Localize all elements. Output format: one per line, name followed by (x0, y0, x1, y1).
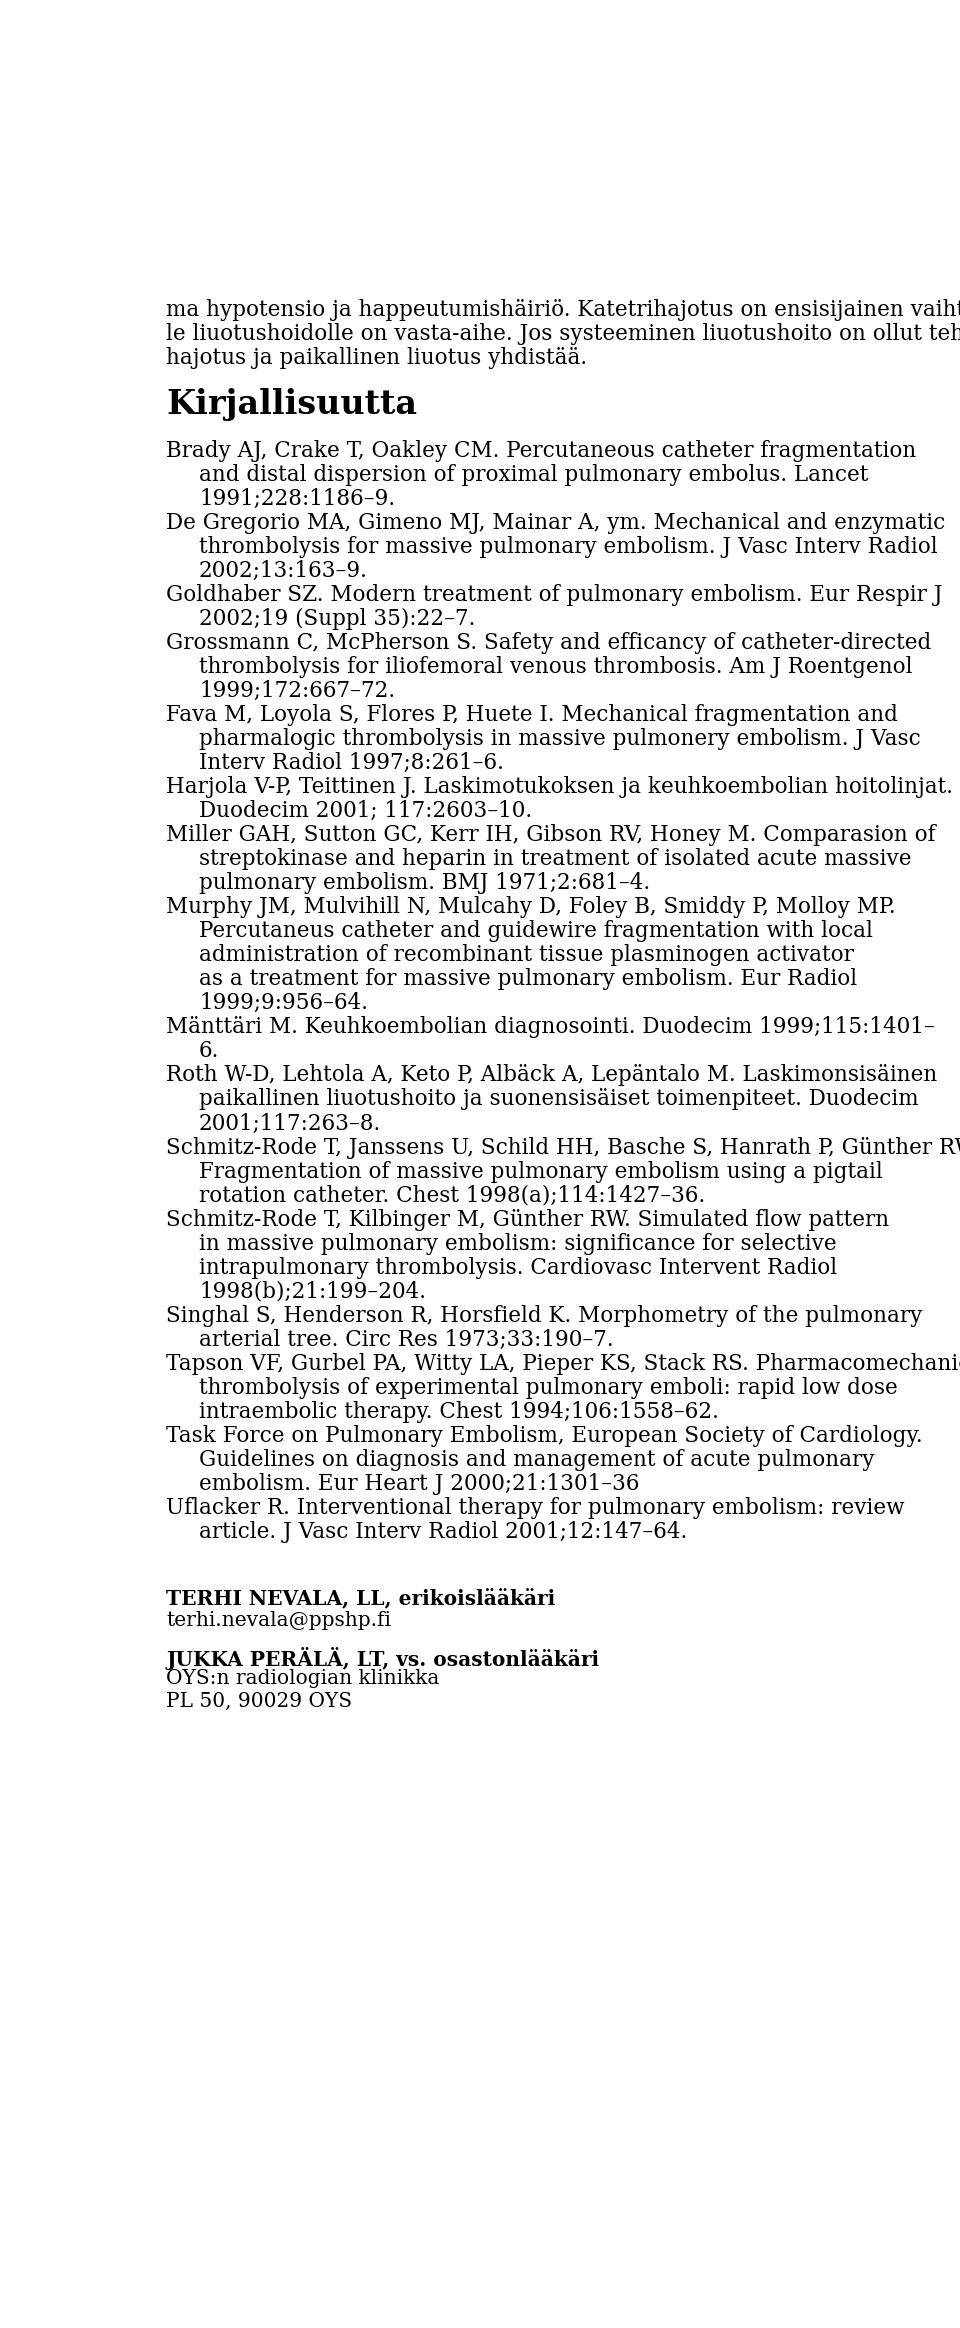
Text: Grossmann C, McPherson S. Safety and efficancy of catheter-directed: Grossmann C, McPherson S. Safety and eff… (166, 631, 932, 654)
Text: administration of recombinant tissue plasminogen activator: administration of recombinant tissue pla… (199, 945, 854, 966)
Text: OYS:n radiologian klinikka: OYS:n radiologian klinikka (166, 1669, 440, 1688)
Text: TERHI NEVALA, LL, erikoislääkäri: TERHI NEVALA, LL, erikoislääkäri (166, 1588, 556, 1609)
Text: Schmitz-Rode T, Kilbinger M, Günther RW. Simulated flow pattern: Schmitz-Rode T, Kilbinger M, Günther RW.… (166, 1208, 890, 1232)
Text: terhi.nevala@ppshp.fi: terhi.nevala@ppshp.fi (166, 1611, 392, 1630)
Text: Singhal S, Henderson R, Horsfield K. Morphometry of the pulmonary: Singhal S, Henderson R, Horsfield K. Mor… (166, 1304, 923, 1327)
Text: Schmitz-Rode T, Janssens U, Schild HH, Basche S, Hanrath P, Günther RW.: Schmitz-Rode T, Janssens U, Schild HH, B… (166, 1136, 960, 1159)
Text: 2002;13:163–9.: 2002;13:163–9. (199, 559, 368, 582)
Text: JUKKA PERÄLÄ, LT, vs. osastonlääkäri: JUKKA PERÄLÄ, LT, vs. osastonlääkäri (166, 1646, 600, 1669)
Text: Roth W-D, Lehtola A, Keto P, Albäck A, Lepäntalo M. Laskimonsisäinen: Roth W-D, Lehtola A, Keto P, Albäck A, L… (166, 1064, 938, 1087)
Text: Fava M, Loyola S, Flores P, Huete I. Mechanical fragmentation and: Fava M, Loyola S, Flores P, Huete I. Mec… (166, 703, 899, 726)
Text: arterial tree. Circ Res 1973;33:190–7.: arterial tree. Circ Res 1973;33:190–7. (199, 1329, 613, 1350)
Text: in massive pulmonary embolism: significance for selective: in massive pulmonary embolism: significa… (199, 1234, 837, 1255)
Text: Murphy JM, Mulvihill N, Mulcahy D, Foley B, Smiddy P, Molloy MP.: Murphy JM, Mulvihill N, Mulcahy D, Foley… (166, 896, 896, 917)
Text: pulmonary embolism. BMJ 1971;2:681–4.: pulmonary embolism. BMJ 1971;2:681–4. (199, 873, 650, 894)
Text: Brady AJ, Crake T, Oakley CM. Percutaneous catheter fragmentation: Brady AJ, Crake T, Oakley CM. Percutaneo… (166, 440, 917, 461)
Text: intraembolic therapy. Chest 1994;106:1558–62.: intraembolic therapy. Chest 1994;106:155… (199, 1401, 719, 1422)
Text: paikallinen liuotushoito ja suonensisäiset toimenpiteet. Duodecim: paikallinen liuotushoito ja suonensisäis… (199, 1090, 919, 1110)
Text: embolism. Eur Heart J 2000;21:1301–36: embolism. Eur Heart J 2000;21:1301–36 (199, 1474, 639, 1495)
Text: le liuotushoidolle on vasta-aihe. Jos systeeminen liuotushoito on ollut tehoton,: le liuotushoidolle on vasta-aihe. Jos sy… (166, 324, 960, 345)
Text: Duodecim 2001; 117:2603–10.: Duodecim 2001; 117:2603–10. (199, 801, 532, 822)
Text: De Gregorio MA, Gimeno MJ, Mainar A, ym. Mechanical and enzymatic: De Gregorio MA, Gimeno MJ, Mainar A, ym.… (166, 512, 946, 533)
Text: thrombolysis of experimental pulmonary emboli: rapid low dose: thrombolysis of experimental pulmonary e… (199, 1376, 898, 1399)
Text: PL 50, 90029 OYS: PL 50, 90029 OYS (166, 1692, 352, 1711)
Text: and distal dispersion of proximal pulmonary embolus. Lancet: and distal dispersion of proximal pulmon… (199, 463, 869, 487)
Text: 2002;19 (Suppl 35):22–7.: 2002;19 (Suppl 35):22–7. (199, 608, 475, 631)
Text: 1999;172:667–72.: 1999;172:667–72. (199, 680, 396, 701)
Text: Uflacker R. Interventional therapy for pulmonary embolism: review: Uflacker R. Interventional therapy for p… (166, 1497, 905, 1520)
Text: Tapson VF, Gurbel PA, Witty LA, Pieper KS, Stack RS. Pharmacomechanical: Tapson VF, Gurbel PA, Witty LA, Pieper K… (166, 1353, 960, 1376)
Text: 1999;9:956–64.: 1999;9:956–64. (199, 992, 368, 1015)
Text: Task Force on Pulmonary Embolism, European Society of Cardiology.: Task Force on Pulmonary Embolism, Europe… (166, 1425, 924, 1448)
Text: Percutaneus catheter and guidewire fragmentation with local: Percutaneus catheter and guidewire fragm… (199, 920, 873, 943)
Text: intrapulmonary thrombolysis. Cardiovasc Intervent Radiol: intrapulmonary thrombolysis. Cardiovasc … (199, 1257, 837, 1278)
Text: as a treatment for massive pulmonary embolism. Eur Radiol: as a treatment for massive pulmonary emb… (199, 968, 857, 989)
Text: Mänttäri M. Keuhkoembolian diagnosointi. Duodecim 1999;115:1401–: Mänttäri M. Keuhkoembolian diagnosointi.… (166, 1017, 935, 1038)
Text: article. J Vasc Interv Radiol 2001;12:147–64.: article. J Vasc Interv Radiol 2001;12:14… (199, 1520, 687, 1543)
Text: Kirjallisuutta: Kirjallisuutta (166, 386, 418, 421)
Text: streptokinase and heparin in treatment of isolated acute massive: streptokinase and heparin in treatment o… (199, 847, 912, 871)
Text: 6.: 6. (199, 1041, 220, 1062)
Text: pharmalogic thrombolysis in massive pulmonery embolism. J Vasc: pharmalogic thrombolysis in massive pulm… (199, 729, 921, 750)
Text: Interv Radiol 1997;8:261–6.: Interv Radiol 1997;8:261–6. (199, 752, 504, 773)
Text: thrombolysis for iliofemoral venous thrombosis. Am J Roentgenol: thrombolysis for iliofemoral venous thro… (199, 656, 913, 677)
Text: Guidelines on diagnosis and management of acute pulmonary: Guidelines on diagnosis and management o… (199, 1448, 875, 1471)
Text: hajotus ja paikallinen liuotus yhdistää.: hajotus ja paikallinen liuotus yhdistää. (166, 347, 588, 368)
Text: thrombolysis for massive pulmonary embolism. J Vasc Interv Radiol: thrombolysis for massive pulmonary embol… (199, 535, 938, 559)
Text: ma hypotensio ja happeutumishäiriö. Katetrihajotus on ensisijainen vaihtoehto, j: ma hypotensio ja happeutumishäiriö. Kate… (166, 298, 960, 321)
Text: rotation catheter. Chest 1998(a);114:1427–36.: rotation catheter. Chest 1998(a);114:142… (199, 1185, 706, 1206)
Text: Miller GAH, Sutton GC, Kerr IH, Gibson RV, Honey M. Comparasion of: Miller GAH, Sutton GC, Kerr IH, Gibson R… (166, 824, 936, 845)
Text: Goldhaber SZ. Modern treatment of pulmonary embolism. Eur Respir J: Goldhaber SZ. Modern treatment of pulmon… (166, 584, 943, 605)
Text: Fragmentation of massive pulmonary embolism using a pigtail: Fragmentation of massive pulmonary embol… (199, 1162, 883, 1183)
Text: 1991;228:1186–9.: 1991;228:1186–9. (199, 487, 396, 510)
Text: 1998(b);21:199–204.: 1998(b);21:199–204. (199, 1280, 426, 1304)
Text: 2001;117:263–8.: 2001;117:263–8. (199, 1113, 381, 1134)
Text: Harjola V-P, Teittinen J. Laskimotukoksen ja keuhkoembolian hoitolinjat.: Harjola V-P, Teittinen J. Laskimotukokse… (166, 775, 953, 799)
